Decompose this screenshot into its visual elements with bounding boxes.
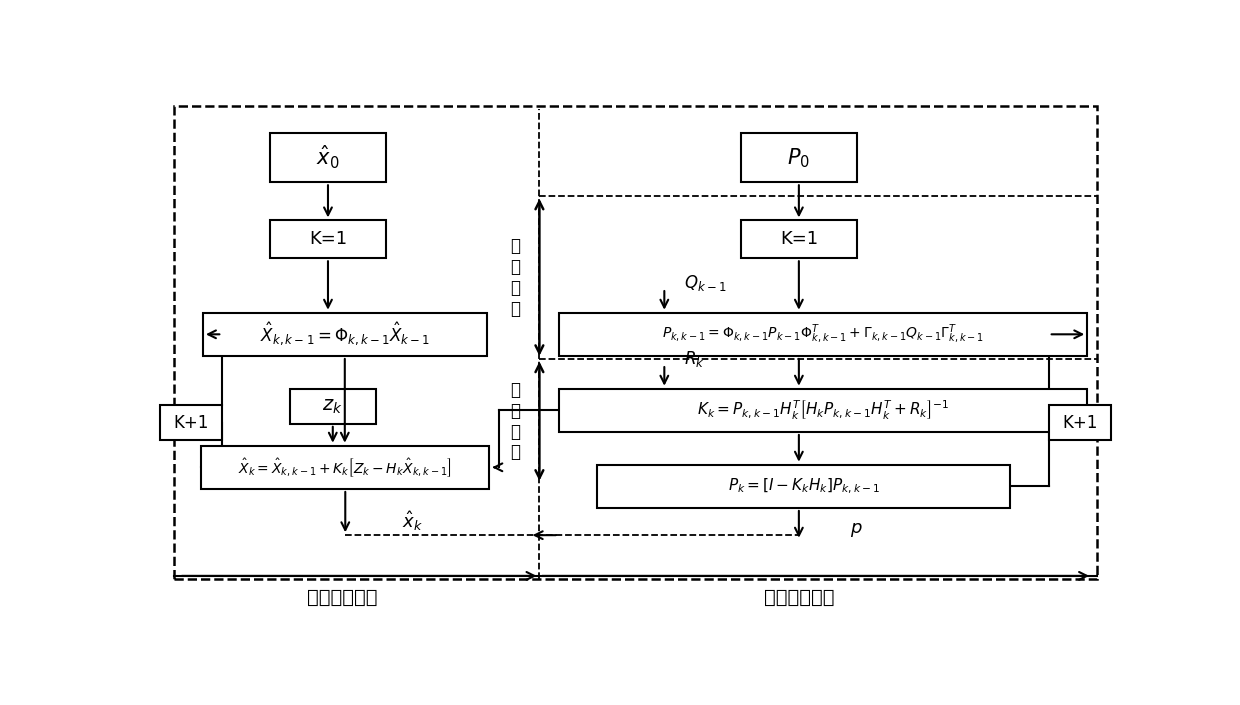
Text: $p$: $p$ xyxy=(851,521,863,539)
FancyBboxPatch shape xyxy=(201,446,490,489)
Text: K+1: K+1 xyxy=(174,414,208,431)
FancyBboxPatch shape xyxy=(558,388,1087,432)
Text: K=1: K=1 xyxy=(780,231,818,248)
Text: 时
间
更
新: 时 间 更 新 xyxy=(511,237,521,317)
FancyBboxPatch shape xyxy=(558,312,1087,356)
FancyBboxPatch shape xyxy=(742,133,857,183)
Text: $z_k$: $z_k$ xyxy=(322,397,343,416)
Text: $Q_{k-1}$: $Q_{k-1}$ xyxy=(683,273,727,293)
Text: $\hat{x}_0$: $\hat{x}_0$ xyxy=(316,145,340,171)
Text: 测
量
更
新: 测 量 更 新 xyxy=(511,381,521,461)
Text: $P_0$: $P_0$ xyxy=(787,146,811,170)
FancyBboxPatch shape xyxy=(160,405,222,440)
Text: K=1: K=1 xyxy=(309,231,347,248)
FancyBboxPatch shape xyxy=(203,312,486,356)
Text: $R_k$: $R_k$ xyxy=(683,349,704,369)
Text: $\hat{X}_k=\hat{X}_{k,k-1}+K_k\left[Z_k-H_k\hat{X}_{k,k-1}\right]$: $\hat{X}_k=\hat{X}_{k,k-1}+K_k\left[Z_k-… xyxy=(238,456,453,479)
FancyBboxPatch shape xyxy=(1049,405,1111,440)
FancyBboxPatch shape xyxy=(270,220,386,258)
FancyBboxPatch shape xyxy=(596,465,1011,508)
Text: 增益计算回路: 增益计算回路 xyxy=(764,588,835,607)
Text: $P_{k,k-1}=\Phi_{k,k-1}P_{k-1}\Phi_{k,k-1}^T+\Gamma_{k,k-1}Q_{k-1}\Gamma_{k,k-1}: $P_{k,k-1}=\Phi_{k,k-1}P_{k-1}\Phi_{k,k-… xyxy=(662,323,985,346)
Text: 滤波计算回路: 滤波计算回路 xyxy=(308,588,378,607)
FancyBboxPatch shape xyxy=(742,220,857,258)
Text: $\hat{X}_{k,k-1}=\Phi_{k,k-1}\hat{X}_{k-1}$: $\hat{X}_{k,k-1}=\Phi_{k,k-1}\hat{X}_{k-… xyxy=(259,321,430,348)
Text: K+1: K+1 xyxy=(1063,414,1097,431)
FancyBboxPatch shape xyxy=(290,388,376,424)
Text: $P_k=\left[I-K_kH_k\right]P_{k,k-1}$: $P_k=\left[I-K_kH_k\right]P_{k,k-1}$ xyxy=(728,477,880,496)
Text: $\hat{x}_k$: $\hat{x}_k$ xyxy=(402,510,423,534)
Text: $K_k=P_{k,k-1}H_k^T\left[H_kP_{k,k-1}H_k^T+R_k\right]^{-1}$: $K_k=P_{k,k-1}H_k^T\left[H_kP_{k,k-1}H_k… xyxy=(697,399,949,422)
FancyBboxPatch shape xyxy=(270,133,386,183)
